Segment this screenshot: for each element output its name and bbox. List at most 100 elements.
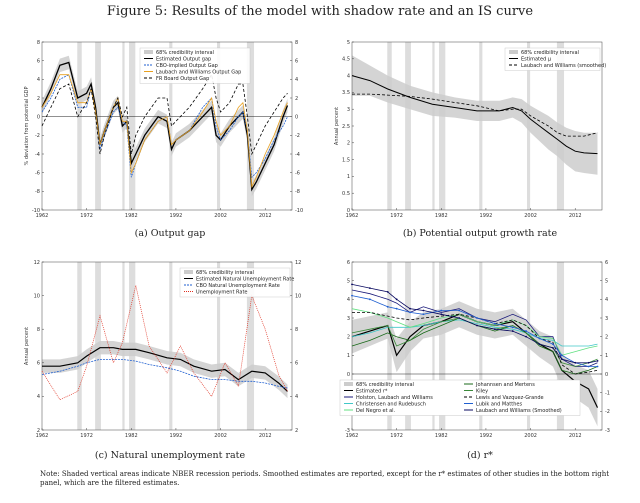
legend-label: FR Board Output Gap [156,76,209,82]
recession-bar [77,42,82,210]
series-line [351,289,598,367]
y-tick-label: 4.5 [342,57,350,63]
right-y-tick-label: 5 [605,278,608,284]
recession-bar [439,262,446,430]
recession-bar [439,42,446,210]
series-point [596,360,599,362]
y-tick-label: 1 [347,353,350,359]
right-y-tick-label: 6 [295,58,298,64]
y-tick-label: 0 [347,372,350,378]
y-tick-label: 0.5 [342,191,350,197]
y-tick-label: -10 [32,208,40,214]
right-y-tick-label: 0 [605,372,608,378]
series-point [560,358,563,360]
series-point [422,313,425,316]
right-y-tick-label: -2 [295,133,300,139]
legend-label: Johannsen and Mertens [475,382,535,388]
x-tick-label: 2012 [259,213,272,219]
series-point [551,346,554,349]
x-tick-label: 2002 [524,433,537,439]
y-tick-label: -4 [35,152,40,158]
legend-label: Estimated Output gap [156,56,211,62]
series-line [351,308,598,356]
series-line [352,93,598,137]
legend-label: 68% credibility interval [521,50,579,56]
series-point [351,294,353,297]
x-tick-label: 2002 [214,213,227,219]
legend-label: Estimated r* [356,388,388,394]
series-point [458,317,461,319]
x-tick-label: 1992 [170,213,183,219]
y-tick-label: 1 [347,174,350,180]
y-tick-label: 8 [37,40,40,46]
recession-bar [405,42,411,210]
recession-bar [129,42,136,210]
series-point [511,326,514,329]
right-y-tick-label: 0 [295,114,298,120]
x-tick-label: 1992 [170,433,183,439]
series-point [386,290,389,293]
legend-box [339,379,581,416]
right-y-tick-label: 2 [295,428,298,434]
recession-bar [432,42,435,210]
right-y-tick-label: 6 [605,260,608,266]
y-tick-label: 1.5 [342,157,350,163]
right-y-tick-label: -3 [605,428,610,434]
y-tick-label: 4 [347,297,350,303]
series-point [458,309,461,312]
series-point [551,343,554,346]
legend-label: CBO-implied Output Gap [156,63,218,69]
x-tick-label: 1972 [390,433,403,439]
credibility-band [42,55,288,197]
right-y-tick-label: -8 [295,189,300,195]
x-tick-label: 1982 [435,213,448,219]
series-point [409,311,411,314]
right-y-tick-label: 2 [295,96,298,102]
legend-label: 68% credibility interval [196,270,254,276]
series-point [395,298,398,301]
legend-label: Unemployment Rate [196,289,248,295]
y-tick-label: 3.5 [342,90,350,96]
legend-label: Christensen and Rudebusch [356,401,426,407]
legend-label: CBO Natural Unemployment Rate [196,283,280,289]
right-y-tick-label: 2 [605,334,608,340]
y-tick-label: 6 [37,361,40,367]
recession-bar [479,262,483,430]
legend-label: Laubach and Williams (Smoothed) [476,408,562,414]
axes-frame [41,261,293,431]
x-tick-label: 1992 [480,213,493,219]
caption-c: (c) Natural unemployment rate [94,450,246,461]
caption-a: (a) Output gap [134,228,206,239]
caption-b: (b) Potential output growth rate [402,228,558,239]
y-tick-label: 4 [37,77,40,83]
legend-box [139,47,251,84]
legend-label: Laubach and Williams (smoothed) [521,63,606,69]
series-point [368,287,371,290]
right-y-tick-label: 10 [295,293,301,299]
y-tick-label: 5 [347,40,350,46]
y-tick-label: 8 [37,327,40,333]
figure-note: Note: Shaded vertical areas indicate NBE… [40,470,610,487]
y-tick-label: 4 [37,394,40,400]
legend-swatch [344,382,353,386]
natural-unemployment-chart: 1962 1972 1982 1992 2002 2012 12 10 8 6 4 2 12 10 8 6 4 2… [24,260,301,439]
x-tick-label: 1972 [80,433,93,439]
right-y-tick-label: 12 [295,260,301,266]
series-point [409,307,411,310]
series-point [574,361,577,364]
right-y-tick-label: 4 [605,297,608,303]
y-tick-label: 2 [37,96,40,102]
legend-label: Holston, Laubach and Williams [356,395,433,401]
y-tick-label: 3 [347,316,350,322]
x-tick-label: 2012 [569,213,582,219]
x-tick-label: 1972 [80,213,93,219]
series-line [41,74,288,189]
x-tick-label: 1982 [125,433,138,439]
series-point [560,354,563,357]
y-tick-label: 0 [347,208,350,214]
x-tick-label: 1992 [480,433,493,439]
legend-swatch [184,270,193,274]
right-y-tick-label: -6 [295,170,300,176]
y-tick-label: 2 [37,428,40,434]
y-tick-label: 12 [34,260,40,266]
